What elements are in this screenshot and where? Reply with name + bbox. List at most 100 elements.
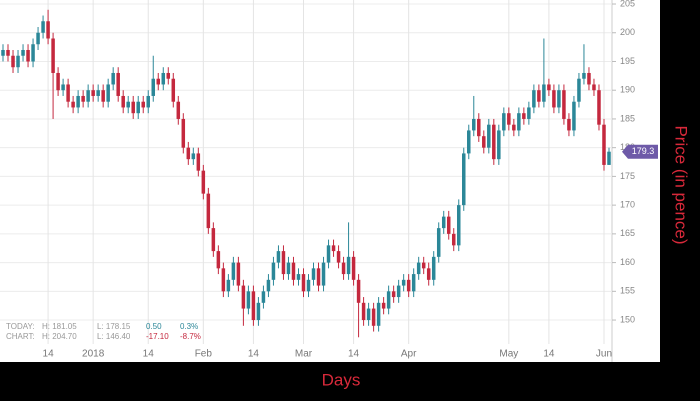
candle-body — [371, 308, 376, 326]
candle-body — [156, 78, 161, 85]
candle-body — [296, 274, 301, 280]
candle-body — [411, 274, 416, 292]
candle-body — [211, 228, 216, 252]
candle-body — [321, 262, 326, 286]
candle-body — [472, 118, 476, 131]
candle-body — [462, 153, 466, 206]
candle-body — [101, 90, 105, 102]
candle-body — [351, 256, 356, 280]
candle-body — [487, 124, 491, 148]
candle-body — [381, 302, 386, 309]
candle-body — [141, 101, 145, 108]
candle-body — [291, 262, 296, 280]
stat-low: L: 146.40 — [97, 332, 131, 341]
candle-body — [557, 90, 561, 108]
candle-body — [76, 95, 80, 108]
y-tick-label: 170 — [620, 200, 635, 210]
candle-body — [436, 228, 441, 257]
candle-body — [246, 291, 251, 309]
candle-body — [426, 268, 431, 280]
x-axis-label: Days — [322, 370, 361, 389]
stat-change: 0.50 — [146, 322, 162, 331]
y-tick-label: 205 — [620, 0, 635, 8]
candle-body — [251, 291, 256, 321]
candle-body — [597, 90, 601, 125]
candle-body — [181, 118, 186, 148]
candle-body — [477, 118, 481, 137]
y-tick-label: 150 — [620, 314, 635, 324]
candle-body — [281, 251, 286, 275]
candle-body — [316, 268, 321, 286]
candle-body — [121, 95, 125, 108]
candle-body — [361, 302, 366, 321]
candle-body — [191, 153, 196, 160]
candle-body — [577, 78, 581, 102]
candle-body — [607, 151, 611, 165]
candle-body — [146, 95, 150, 108]
candle-body — [446, 216, 451, 234]
candle-body — [451, 233, 456, 246]
price-badge-label: 179.3 — [632, 146, 655, 156]
candle-body — [16, 55, 20, 68]
y-tick-label: 190 — [620, 85, 635, 95]
candle-body — [271, 262, 276, 280]
stat-label: TODAY: — [6, 322, 35, 331]
candle-body — [36, 32, 40, 45]
candle-body — [46, 21, 50, 39]
x-tick-label: Jun — [596, 349, 612, 360]
x-tick-label: Feb — [195, 349, 213, 360]
candle-body — [216, 251, 221, 269]
candle-body — [91, 90, 95, 96]
y-tick-label: 200 — [620, 27, 635, 37]
candle-body — [467, 130, 471, 154]
candle-body — [421, 262, 426, 269]
plot-background — [0, 0, 660, 362]
y-tick-label: 175 — [620, 171, 635, 181]
candle-body — [376, 302, 381, 326]
candle-body — [497, 130, 501, 160]
stat-change: -17.10 — [146, 332, 169, 341]
candle-body — [326, 245, 331, 263]
x-tick-label: 14 — [248, 349, 260, 360]
candle-body — [542, 84, 546, 102]
y-tick-label: 185 — [620, 113, 635, 123]
candle-body — [386, 291, 391, 309]
candle-body — [562, 90, 566, 119]
candle-body — [201, 170, 206, 194]
candle-body — [11, 55, 15, 68]
candle-body — [241, 285, 246, 309]
candle-body — [396, 285, 401, 298]
candle-body — [96, 90, 100, 96]
stat-high: H: 204.70 — [42, 332, 77, 341]
x-tick-label: 14 — [143, 349, 155, 360]
candle-body — [221, 268, 226, 292]
candle-body — [161, 72, 166, 85]
stat-high: H: 181.05 — [42, 322, 77, 331]
candle-body — [71, 101, 75, 108]
candle-body — [507, 113, 511, 125]
candle-body — [336, 251, 341, 263]
candle-body — [266, 279, 271, 292]
candle-body — [261, 291, 266, 303]
candle-body — [346, 256, 351, 275]
candle-body — [552, 90, 556, 108]
candle-body — [492, 124, 496, 160]
stat-percent: 0.3% — [180, 322, 198, 331]
candle-body — [567, 118, 571, 131]
candle-body — [306, 279, 311, 292]
candle-body — [256, 302, 261, 321]
candle-body — [512, 124, 516, 131]
candle-body — [106, 84, 110, 102]
candle-body — [56, 72, 60, 91]
candle-body — [401, 279, 406, 286]
candle-body — [1, 49, 5, 56]
y-tick-label: 165 — [620, 228, 635, 238]
candle-body — [66, 84, 70, 102]
candle-body — [527, 107, 531, 119]
x-tick-label: 14 — [43, 349, 55, 360]
candle-body — [176, 101, 181, 119]
y-tick-label: 160 — [620, 257, 635, 267]
candle-body — [582, 72, 586, 79]
